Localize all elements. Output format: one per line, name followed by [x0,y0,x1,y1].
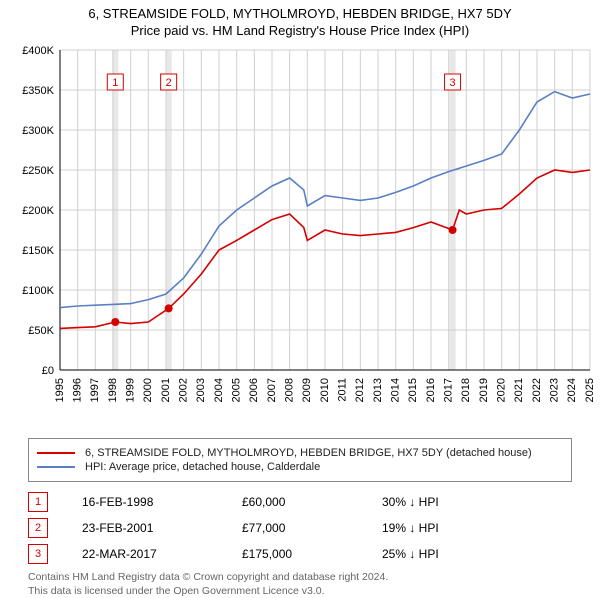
event-delta: 19% ↓ HPI [382,521,439,535]
svg-text:3: 3 [449,77,455,89]
svg-text:2020: 2020 [496,378,508,402]
svg-text:2024: 2024 [566,378,578,402]
svg-text:2017: 2017 [443,378,455,402]
event-marker: 2 [28,518,48,538]
svg-text:£0: £0 [42,365,54,377]
svg-text:£50K: £50K [28,325,54,337]
svg-text:£300K: £300K [22,125,54,137]
svg-text:2005: 2005 [231,378,243,402]
svg-text:2011: 2011 [337,378,349,402]
svg-text:2000: 2000 [142,378,154,402]
footer-attribution: Contains HM Land Registry data © Crown c… [28,570,572,598]
event-marker: 1 [28,492,48,512]
svg-text:2003: 2003 [195,378,207,402]
event-price: £175,000 [242,547,382,561]
svg-text:1: 1 [112,77,118,89]
svg-text:2016: 2016 [425,378,437,402]
event-row: 2 23-FEB-2001£77,00019% ↓ HPI [28,518,572,538]
svg-text:2009: 2009 [301,378,313,402]
legend-swatch [37,452,75,454]
event-price: £77,000 [242,521,382,535]
svg-text:2013: 2013 [372,378,384,402]
svg-text:1997: 1997 [89,378,101,402]
svg-text:2007: 2007 [266,378,278,402]
event-delta: 25% ↓ HPI [382,547,439,561]
svg-text:2002: 2002 [178,378,190,402]
legend-label: 6, STREAMSIDE FOLD, MYTHOLMROYD, HEBDEN … [85,447,532,459]
legend-row: 6, STREAMSIDE FOLD, MYTHOLMROYD, HEBDEN … [37,447,563,459]
svg-text:2012: 2012 [354,378,366,402]
svg-text:£400K: £400K [22,45,54,57]
svg-text:1995: 1995 [54,378,66,402]
svg-text:1998: 1998 [107,378,119,402]
svg-text:1999: 1999 [125,378,137,402]
svg-text:2019: 2019 [478,378,490,402]
title-line-2: Price paid vs. HM Land Registry's House … [0,23,600,38]
price-chart: £0 £50K £100K £150K £200K £250K £300K £350K £400… [0,40,600,430]
svg-text:2021: 2021 [513,378,525,402]
legend-label: HPI: Average price, detached house, Cald… [85,461,320,473]
svg-text:2010: 2010 [319,378,331,402]
event-date: 22-MAR-2017 [82,547,242,561]
title-line-1: 6, STREAMSIDE FOLD, MYTHOLMROYD, HEBDEN … [0,6,600,21]
svg-text:2018: 2018 [460,378,472,402]
legend-swatch [37,466,75,468]
event-delta: 30% ↓ HPI [382,495,439,509]
svg-text:2015: 2015 [407,378,419,402]
svg-text:1996: 1996 [72,378,84,402]
legend-row: HPI: Average price, detached house, Cald… [37,461,563,473]
svg-text:2004: 2004 [213,378,225,402]
svg-text:£250K: £250K [22,165,54,177]
event-date: 23-FEB-2001 [82,521,242,535]
svg-text:£150K: £150K [22,245,54,257]
svg-text:£100K: £100K [22,285,54,297]
svg-text:2023: 2023 [549,378,561,402]
event-row: 1 16-FEB-1998£60,00030% ↓ HPI [28,492,572,512]
events-table: 1 16-FEB-1998£60,00030% ↓ HPI 2 23-FEB-2001… [28,492,572,564]
event-price: £60,000 [242,495,382,509]
event-marker: 3 [28,544,48,564]
event-date: 16-FEB-1998 [82,495,242,509]
svg-text:2: 2 [166,77,172,89]
svg-text:2008: 2008 [284,378,296,402]
footer-line-1: Contains HM Land Registry data © Crown c… [28,570,572,584]
svg-text:2022: 2022 [531,378,543,402]
svg-text:£350K: £350K [22,85,54,97]
event-row: 3 22-MAR-2017£175,00025% ↓ HPI [28,544,572,564]
footer-line-2: This data is licensed under the Open Gov… [28,584,572,598]
svg-text:2014: 2014 [390,378,402,402]
svg-text:2006: 2006 [248,378,260,402]
svg-text:£200K: £200K [22,205,54,217]
svg-text:2001: 2001 [160,378,172,402]
legend: 6, STREAMSIDE FOLD, MYTHOLMROYD, HEBDEN … [28,438,572,482]
svg-text:2025: 2025 [584,378,596,402]
